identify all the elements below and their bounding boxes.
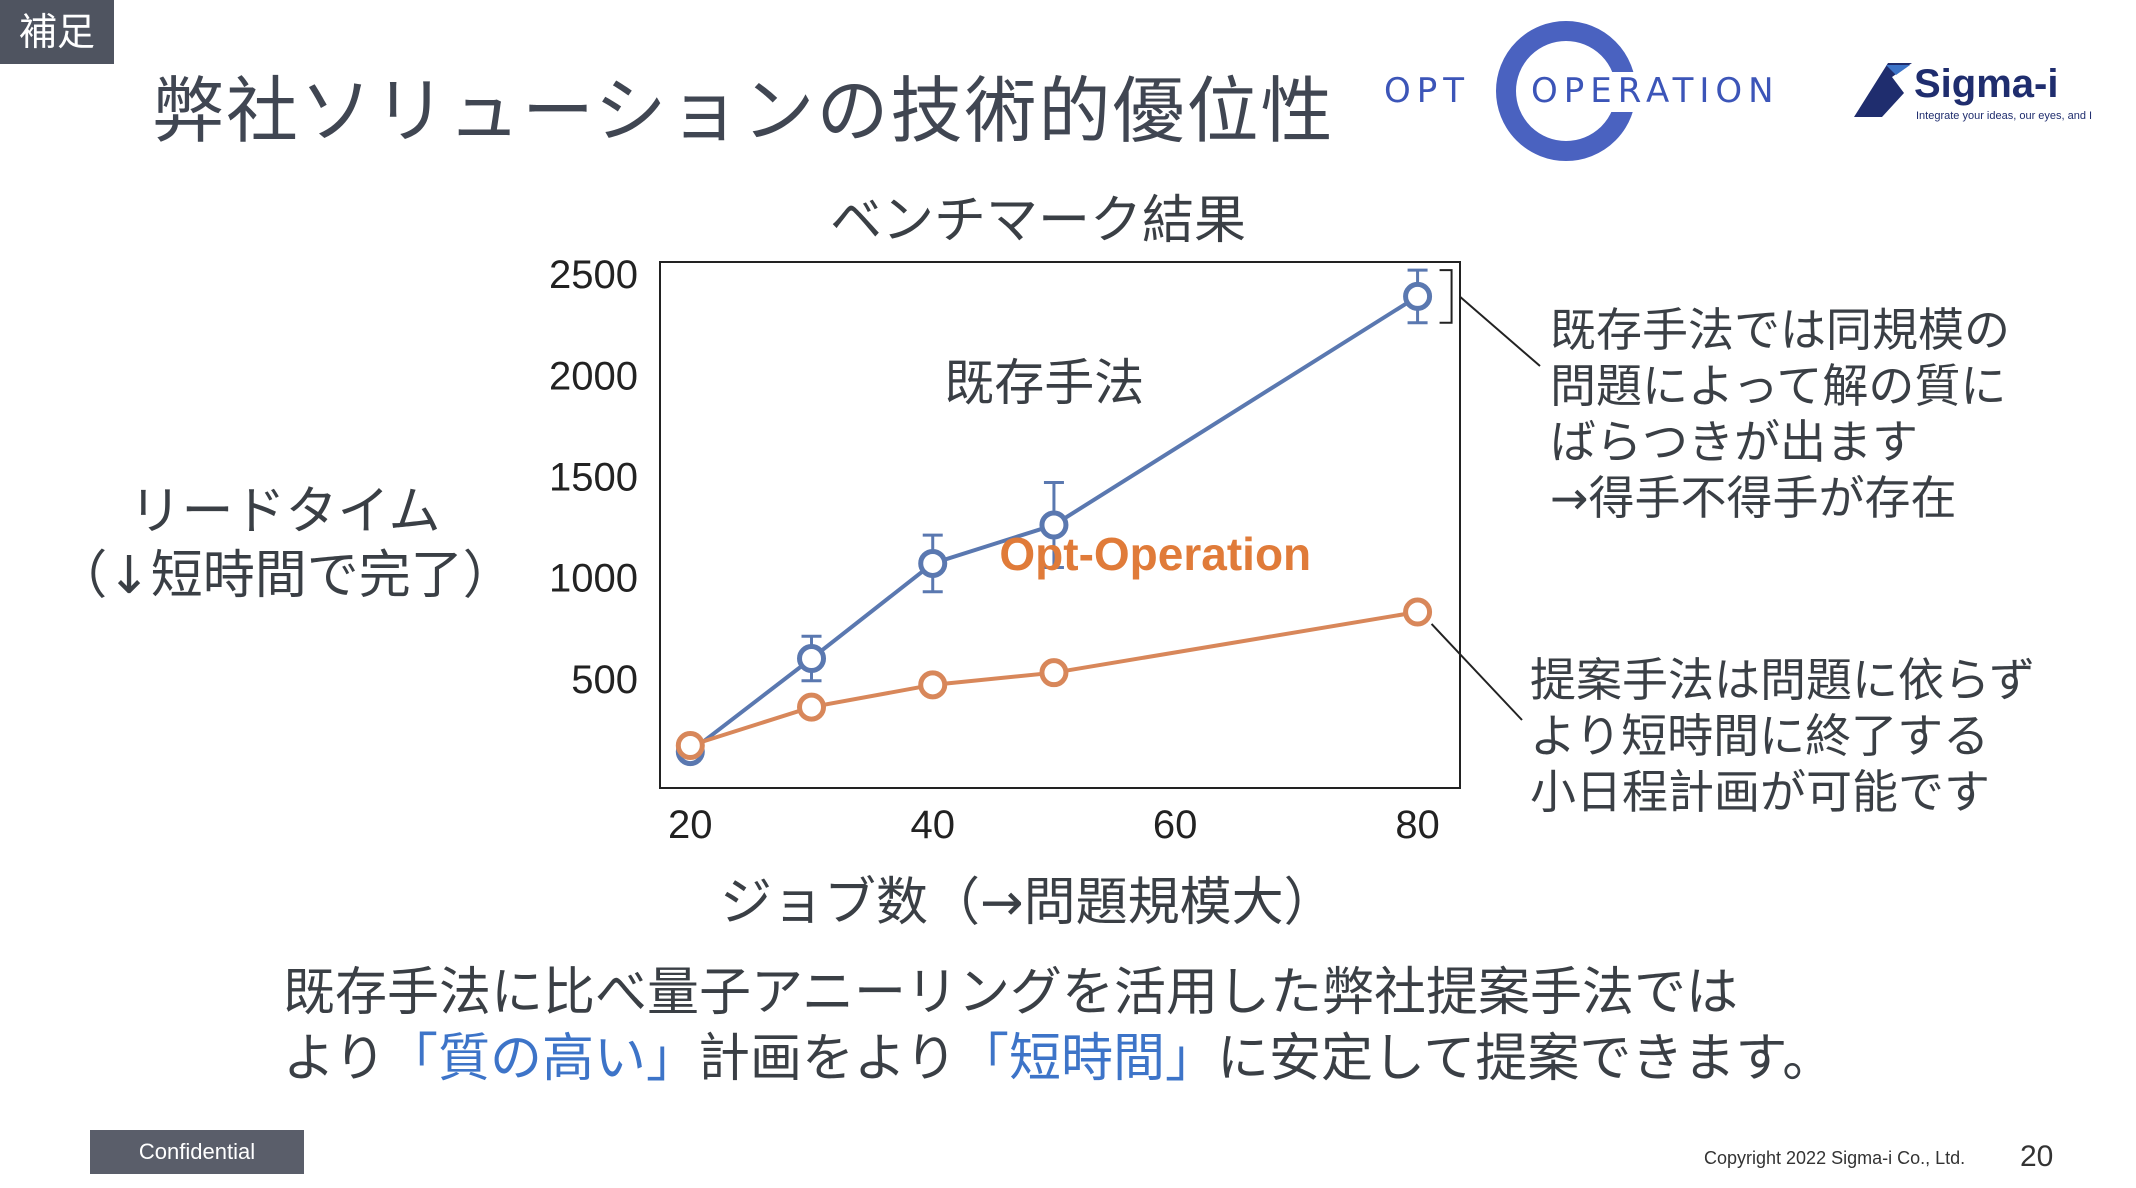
x-tick-label: 80: [1395, 803, 1440, 847]
summary-line2: より「質の高い」計画をより「短時間」に安定して提案できます。: [283, 1026, 1834, 1092]
logo-sigma-name: Sigma-i: [1914, 62, 2058, 106]
opt-operation-logo: OPT OPERATION: [1384, 21, 1780, 161]
leader-line-proposed: [1430, 623, 1523, 721]
x-tick-label: 60: [1153, 803, 1198, 847]
data-point: [918, 548, 948, 578]
chart-title: ベンチマーク結果: [830, 191, 1247, 251]
page-number: 20: [2020, 1140, 2054, 1173]
note-existing-line: 既存手法では同規模の: [1550, 303, 2010, 357]
confidential-badge: Confidential: [90, 1130, 304, 1174]
series-label-opt-operation: Opt-Operation: [999, 528, 1311, 580]
note-existing-line: ばらつきが出ます: [1550, 415, 1918, 469]
y-tick-label: 2500: [549, 253, 638, 297]
y-tick-label: 1000: [549, 557, 638, 601]
y-axis-label-line2: （↓短時間で完了）: [55, 546, 515, 606]
x-tick-label: 20: [668, 803, 713, 847]
logo-sigma-tagline: Integrate your ideas, our eyes, and I: [1916, 110, 2092, 122]
series-label-existing: 既存手法: [944, 354, 1144, 412]
x-tick-label: 40: [910, 803, 955, 847]
note-proposed-line: 提案手法は問題に依らず: [1530, 653, 2036, 707]
x-axis-label: ジョブ数（→問題規模大）: [720, 873, 1336, 933]
data-point: [1039, 510, 1069, 540]
y-tick-label: 2000: [549, 354, 638, 398]
leader-line-existing: [1458, 295, 1541, 367]
y-axis-label: リードタイム （↓短時間で完了）: [50, 480, 520, 608]
data-point: [1039, 658, 1069, 688]
summary-line1: 既存手法に比べ量子アニーリングを活用した弊社提案手法では: [283, 963, 1738, 1023]
data-point: [1403, 597, 1433, 627]
data-point: [675, 731, 705, 761]
data-point: [1403, 281, 1433, 311]
note-existing-line: 問題によって解の質に: [1550, 359, 2007, 413]
variance-bracket: [1439, 269, 1453, 324]
note-proposed-line: より短時間に終了する: [1530, 709, 1990, 763]
y-tick-label: 1500: [549, 455, 638, 499]
summary-text: 計画をより: [697, 1029, 957, 1089]
y-tick-label: 500: [571, 658, 638, 702]
highlight-quality: 「質の高い」: [385, 1029, 698, 1089]
y-axis-label-line1: リードタイム: [129, 482, 441, 542]
note-proposed-line: 小日程計画が可能です: [1530, 765, 1990, 819]
note-proposed: 提案手法は問題に依らず より短時間に終了する 小日程計画が可能です: [1530, 652, 2035, 820]
summary: 既存手法に比べ量子アニーリングを活用した弊社提案手法では より「質の高い」計画を…: [283, 960, 1834, 1092]
summary-text: に安定して提案できます。: [1216, 1029, 1835, 1089]
summary-text: より: [283, 1029, 386, 1089]
page-title: 弊社ソリューションの技術的優位性: [152, 69, 1335, 153]
data-point: [797, 692, 827, 722]
supplement-tag: 補足: [0, 0, 114, 64]
note-existing-line: →得手不得手が存在: [1550, 471, 1957, 525]
data-point: [918, 670, 948, 700]
logo-operation-text: OPERATION: [1531, 71, 1780, 111]
plot-frame: [659, 261, 1461, 789]
note-existing: 既存手法では同規模の 問題によって解の質に ばらつきが出ます →得手不得手が存在: [1550, 302, 2010, 526]
highlight-short-time: 「短時間」: [956, 1029, 1217, 1089]
logo-opt-text: OPT: [1384, 71, 1470, 111]
data-point: [797, 644, 827, 674]
copyright: Copyright 2022 Sigma-i Co., Ltd.: [1704, 1148, 1966, 1168]
sigma-i-logo: Sigma-i Integrate your ideas, our eyes, …: [1854, 62, 2092, 122]
